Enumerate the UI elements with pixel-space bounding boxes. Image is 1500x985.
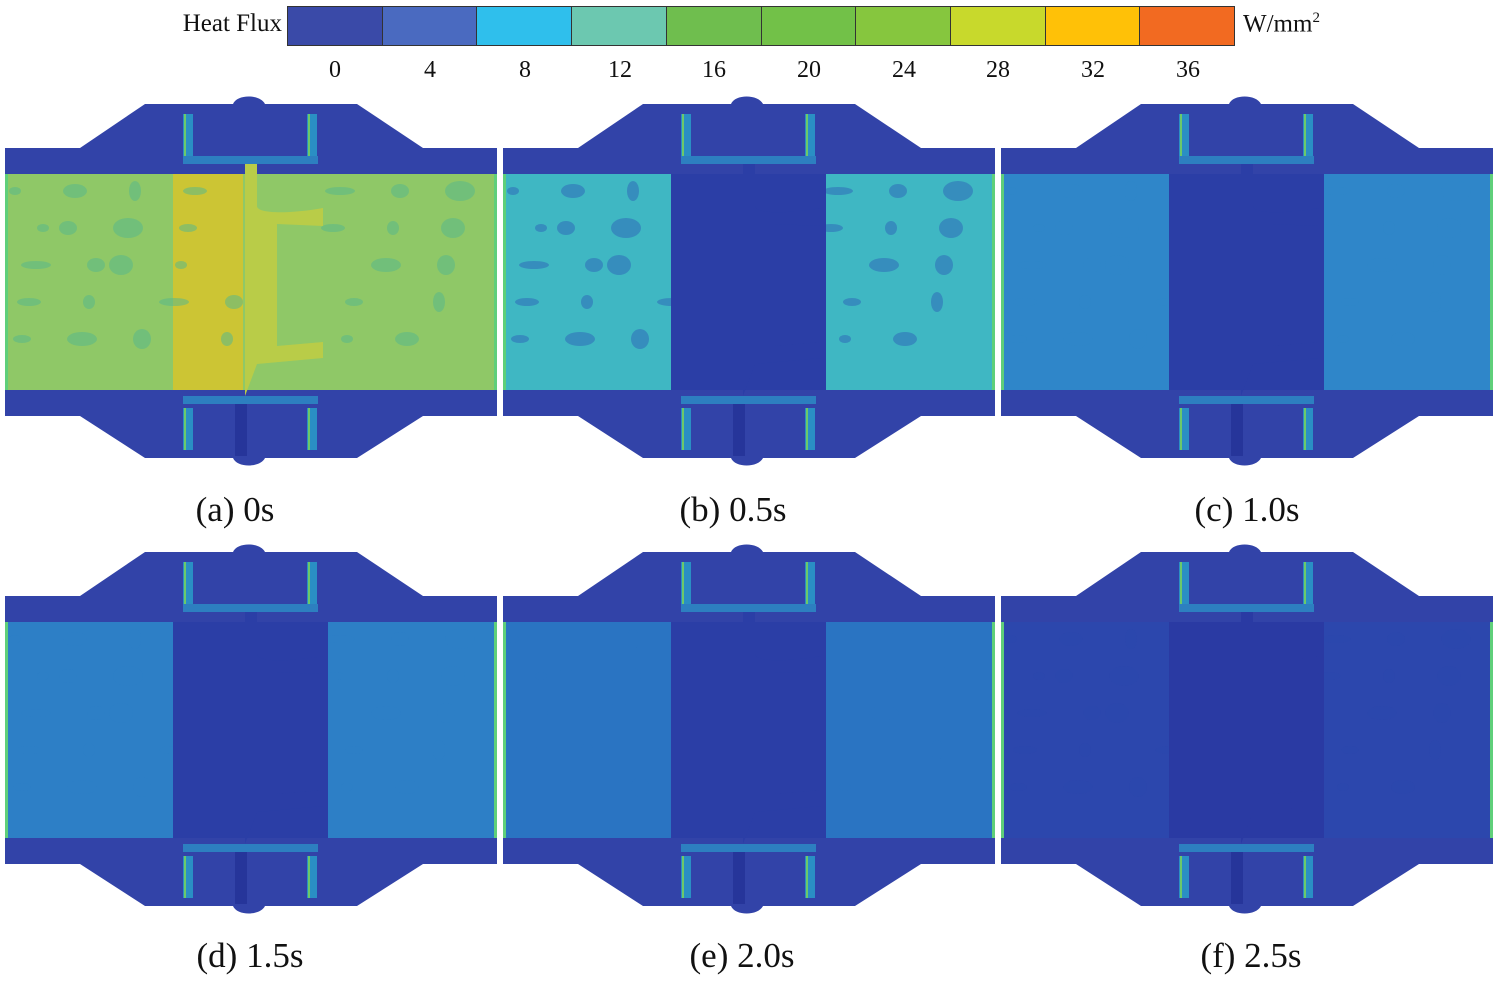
legend-tick-label: 8 — [519, 57, 531, 83]
legend-swatch — [1045, 7, 1141, 45]
legend-tick-label: 32 — [1081, 57, 1105, 83]
legend-swatch — [666, 7, 762, 45]
valve-panel-a — [5, 96, 497, 468]
legend-swatch — [288, 7, 383, 45]
legend-tick-label: 12 — [608, 57, 632, 83]
valve-panel-e — [503, 544, 995, 916]
valve-cross-section — [503, 96, 995, 466]
legend-swatch — [856, 7, 951, 45]
valve-cross-section — [5, 96, 497, 466]
panel-caption: (b) 0.5s — [679, 490, 787, 529]
valve-cross-section — [503, 544, 995, 914]
panel-caption: (e) 2.0s — [689, 936, 795, 975]
heat-flux-legend: Heat Flux W/mm2 0 4 8 12 16 20 24 28 32 … — [0, 0, 1500, 90]
legend-tick-label: 28 — [986, 57, 1010, 83]
legend-tick-label: 4 — [424, 57, 436, 83]
valve-cross-section — [1001, 544, 1493, 914]
legend-tick-label: 16 — [702, 57, 726, 83]
legend-tick-label: 24 — [892, 57, 916, 83]
panel-caption: (c) 1.0s — [1194, 490, 1300, 529]
legend-swatch — [572, 7, 667, 45]
valve-panel-f — [1001, 544, 1493, 916]
legend-title: Heat Flux — [182, 10, 282, 37]
legend-tick-label: 20 — [797, 57, 821, 83]
valve-cross-section — [5, 544, 497, 914]
legend-swatch — [761, 7, 857, 45]
panel-caption: (f) 2.5s — [1200, 936, 1302, 975]
legend-swatch — [1140, 7, 1235, 45]
legend-swatch — [950, 7, 1046, 45]
valve-cross-section — [1001, 96, 1493, 466]
valve-panel-b — [503, 96, 995, 468]
legend-tick-label: 0 — [329, 57, 341, 83]
legend-swatch — [477, 7, 573, 45]
panel-caption: (a) 0s — [195, 490, 275, 529]
legend-swatch — [382, 7, 478, 45]
valve-panel-d — [5, 544, 497, 916]
legend-tick-label: 36 — [1176, 57, 1200, 83]
legend-unit: W/mm2 — [1243, 10, 1320, 38]
legend-color-bar — [287, 6, 1235, 46]
valve-panel-c — [1001, 96, 1493, 468]
panel-caption: (d) 1.5s — [196, 936, 304, 975]
